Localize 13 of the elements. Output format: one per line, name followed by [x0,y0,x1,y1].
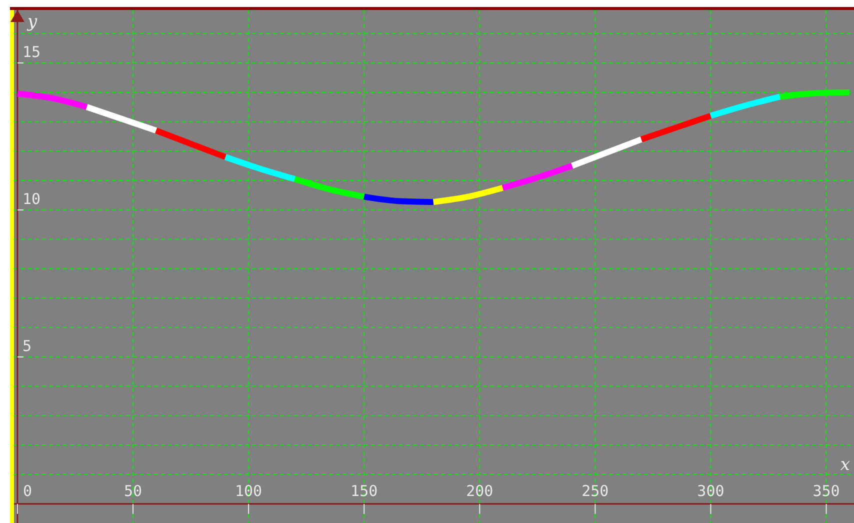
x-tick-label: 150 [350,482,378,500]
y-tick-label: 10 [22,190,41,208]
x-tick-label: 50 [124,482,142,500]
x-axis-title: x [840,454,850,475]
x-tick-label: 300 [697,482,724,500]
x-tick-label: 250 [582,482,609,500]
y-tick-label: 5 [22,336,32,355]
y-tick-label: 15 [22,42,41,61]
x-tick-label: 100 [235,482,262,500]
x-tick-label: 200 [466,482,494,500]
y-axis-title: y [26,12,38,32]
x-tick-label: 350 [812,482,840,500]
x-tick-label: 0 [22,482,32,500]
